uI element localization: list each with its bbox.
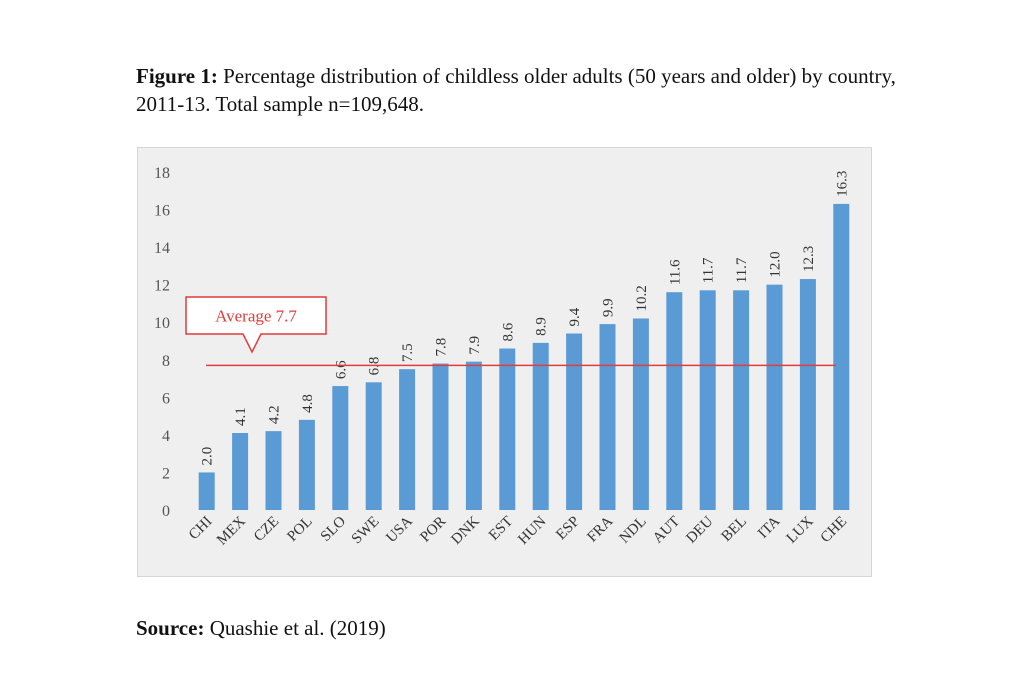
bar-value-label: 9.4 xyxy=(567,307,583,326)
y-tick-label: 10 xyxy=(154,315,170,332)
y-tick-label: 18 xyxy=(154,165,170,182)
bar-value-label: 11.6 xyxy=(667,259,683,285)
x-tick-label: ITA xyxy=(755,513,783,541)
bar xyxy=(666,292,683,510)
bar-value-label: 4.8 xyxy=(300,394,316,413)
bar xyxy=(432,363,449,510)
chart-area: 0 2 4 6 8 10 12 14 16 18 2.0 CHI 4.1 MEX 4.2 CZE 4.8 POL 6… xyxy=(137,147,872,577)
bar xyxy=(265,431,282,510)
bar-value-label: 12.0 xyxy=(768,251,784,277)
bar-value-label: 10.2 xyxy=(634,285,650,311)
average-callout xyxy=(185,296,327,354)
y-tick-label: 4 xyxy=(162,428,170,445)
y-tick-label: 16 xyxy=(154,203,170,220)
bar xyxy=(365,382,382,510)
bar xyxy=(198,472,215,510)
x-tick-label: FRA xyxy=(584,513,616,545)
bar-value-label: 7.8 xyxy=(434,338,450,357)
y-tick-label: 14 xyxy=(154,240,170,257)
bar-value-label: 7.9 xyxy=(467,336,483,355)
y-tick-label: 0 xyxy=(162,503,170,520)
bar xyxy=(599,324,616,510)
y-tick-label: 8 xyxy=(162,353,170,370)
figure-caption: Figure 1: Percentage distribution of chi… xyxy=(136,62,936,118)
x-tick-label: DEU xyxy=(683,513,716,546)
x-tick-label: HUN xyxy=(515,513,549,547)
y-tick-label: 12 xyxy=(154,278,170,295)
bar xyxy=(399,369,416,510)
bar-value-label: 9.9 xyxy=(601,298,617,317)
x-tick-label: USA xyxy=(383,513,416,546)
bar-value-label: 7.5 xyxy=(400,343,416,362)
bar xyxy=(766,284,783,510)
bar-value-label: 12.3 xyxy=(801,246,817,272)
source-text: Quashie et al. (2019) xyxy=(204,616,386,640)
x-tick-label: SWE xyxy=(349,514,383,548)
bar xyxy=(232,433,249,510)
x-tick-label: NDL xyxy=(617,514,650,547)
bar xyxy=(699,290,716,510)
caption-text: Percentage distribution of childless old… xyxy=(136,64,896,116)
bar xyxy=(332,386,349,510)
bar xyxy=(733,290,750,510)
bar-value-label: 6.6 xyxy=(333,360,349,379)
bar-value-label: 11.7 xyxy=(701,257,717,283)
bar xyxy=(532,342,549,510)
x-tick-label: SLO xyxy=(318,513,349,544)
x-tick-label: BEL xyxy=(719,514,750,545)
y-tick-label: 2 xyxy=(162,465,170,482)
x-tick-label: LUX xyxy=(784,513,817,546)
x-tick-label: EST xyxy=(486,514,516,544)
figure-source: Source: Quashie et al. (2019) xyxy=(136,614,386,642)
bar-value-label: 4.1 xyxy=(233,407,249,426)
bar-value-label: 8.9 xyxy=(534,317,550,336)
bar-value-label: 16.3 xyxy=(834,171,850,197)
bar-value-label: 4.2 xyxy=(267,405,283,424)
x-tick-label: POL xyxy=(284,514,315,545)
caption-label: Figure 1: xyxy=(136,64,218,88)
x-tick-label: POR xyxy=(417,514,449,546)
y-tick-label: 6 xyxy=(162,390,170,407)
x-tick-label: MEX xyxy=(214,513,249,548)
bar xyxy=(298,419,315,510)
bar xyxy=(799,279,816,510)
source-label: Source: xyxy=(136,616,205,640)
bar xyxy=(499,348,516,510)
bar xyxy=(632,318,649,510)
bar-value-label: 8.6 xyxy=(500,322,516,341)
x-tick-label: AUT xyxy=(650,514,683,547)
x-tick-label: DNK xyxy=(448,513,482,547)
bar xyxy=(465,361,482,510)
x-tick-label: CHI xyxy=(186,514,216,544)
bar-chart: 0 2 4 6 8 10 12 14 16 18 2.0 CHI 4.1 MEX 4.2 CZE 4.8 POL 6… xyxy=(154,165,851,548)
bar xyxy=(833,203,850,510)
bar-value-label: 11.7 xyxy=(734,257,750,283)
average-label: Average 7.7 xyxy=(215,307,297,326)
x-tick-label: CZE xyxy=(251,514,282,545)
x-tick-label: CHE xyxy=(818,514,851,547)
x-tick-label: ESP xyxy=(553,514,583,544)
bar xyxy=(566,333,583,510)
bar-value-label: 2.0 xyxy=(200,447,216,466)
